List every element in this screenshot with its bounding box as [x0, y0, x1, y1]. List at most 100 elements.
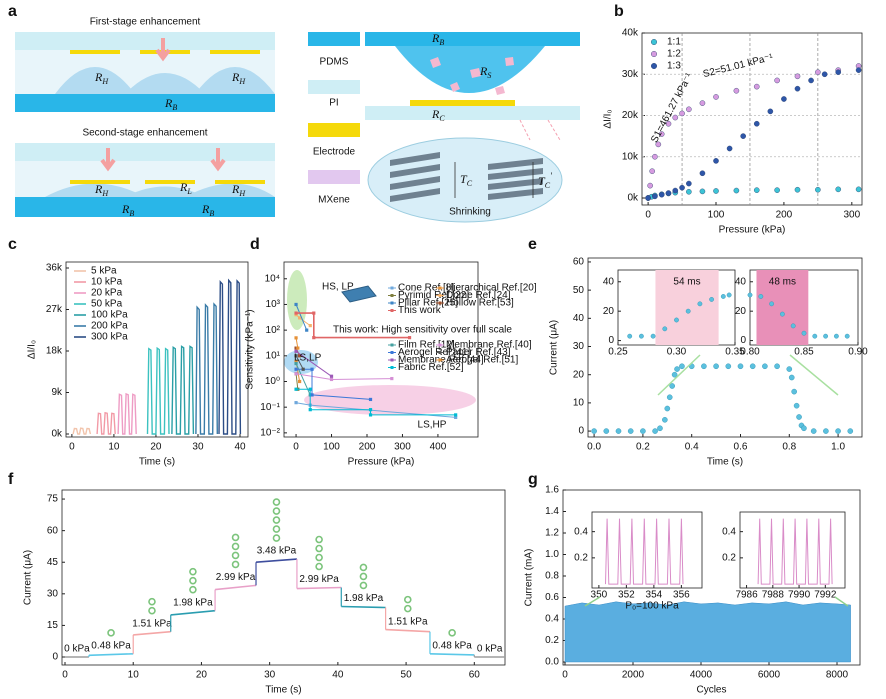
contact-detail: [365, 32, 580, 223]
y-tick-label: 30: [573, 341, 585, 352]
x-tick-label: 300: [843, 210, 860, 221]
vertex-marker: [305, 328, 309, 332]
stage-one: [15, 32, 275, 112]
point: [815, 186, 821, 193]
legend-label: 300 kPa: [91, 332, 128, 343]
series-line: [171, 345, 195, 435]
y-tick-label: 0.2: [574, 553, 588, 564]
point: [699, 170, 706, 177]
vertex-marker: [294, 302, 298, 307]
point: [645, 195, 651, 201]
legend-label: Aerogel Ref.[41]: [398, 347, 470, 358]
point: [669, 383, 675, 389]
material-legend: [308, 32, 360, 184]
vertex-marker: [294, 361, 298, 366]
step-segment: [385, 628, 431, 633]
subscript: C: [545, 181, 551, 190]
subscript: B: [129, 209, 134, 218]
vertex-marker: [368, 408, 373, 412]
point: [737, 363, 744, 370]
finger-icon: [272, 534, 281, 542]
y-tick-label: 0: [578, 426, 584, 437]
series-line: [295, 337, 299, 349]
x-tick-label: 0.25: [608, 347, 628, 358]
x-tick-label: 0.6: [734, 442, 748, 453]
vertex-marker: [310, 367, 314, 371]
point: [657, 425, 663, 432]
series-line: [295, 304, 308, 331]
finger-icon: [403, 595, 412, 604]
legend-label: Electrode: [313, 147, 356, 158]
x-tick-label: 0: [62, 670, 68, 681]
annotation: P₀=100 kPa: [625, 601, 679, 612]
legend-label: 5 kPa: [91, 266, 117, 277]
y-tick-label: 1.4: [545, 506, 559, 517]
legend-label: Cone Ref.[8]: [398, 283, 454, 294]
legend-label: Pillar Ref.[25]: [398, 298, 458, 309]
point: [780, 311, 785, 317]
x-tick-label: 20: [196, 670, 208, 681]
x-tick-label: 352: [618, 590, 635, 601]
finger-icon: [231, 542, 240, 551]
legend-label: 1:2: [667, 49, 681, 60]
diagram-art: [15, 32, 580, 223]
subscript: H: [238, 189, 246, 198]
vertex-marker: [298, 379, 302, 384]
point: [672, 114, 679, 121]
legend-label: PI: [329, 98, 338, 109]
caption: Shrinking: [449, 207, 491, 218]
resistor-label: RH: [231, 70, 246, 87]
step-segment: [341, 605, 386, 609]
legend-marker: [390, 343, 394, 347]
point: [591, 428, 597, 434]
plot-frame: [739, 511, 846, 589]
vertex-marker: [294, 359, 298, 364]
point: [753, 187, 760, 193]
point: [790, 323, 796, 329]
annotation: LS,HP: [418, 420, 447, 431]
step-segment: [255, 558, 297, 563]
point: [788, 374, 795, 381]
y-tick-label: 20: [735, 306, 747, 317]
point: [749, 363, 756, 370]
segment-label: 0 kPa: [64, 644, 90, 655]
segment-label: 2.99 kPa: [299, 574, 339, 585]
y-tick-label: 0.4: [722, 526, 736, 537]
legend-marker: [438, 358, 442, 362]
vertex-marker: [310, 393, 314, 397]
area: [564, 601, 851, 663]
series-line: [296, 373, 392, 381]
y-tick-label: 20: [573, 369, 585, 380]
symbol: R: [479, 64, 488, 78]
x-tick-label: 50: [401, 670, 413, 681]
symbol: R: [179, 180, 188, 194]
legend-marker: [390, 286, 394, 290]
x-tick-label: 20: [150, 442, 162, 453]
y-tick-label: 60: [47, 525, 59, 536]
finger-icon: [448, 629, 456, 637]
x-tick-label: 200: [776, 210, 793, 221]
legend-marker: [438, 294, 442, 297]
x-tick-label: 6000: [758, 670, 781, 681]
x-tick-label: 10: [108, 442, 120, 453]
legend-marker: [390, 301, 394, 305]
y-tick-label: 0.8: [545, 571, 559, 582]
point: [665, 190, 672, 196]
x-tick-label: 400: [430, 442, 447, 453]
x-axis-label: Pressure (kPa): [348, 457, 415, 468]
symbol: R: [164, 96, 173, 110]
subscript: H: [238, 77, 246, 86]
symbol: T: [460, 172, 468, 186]
legend-marker: [438, 343, 442, 347]
x-tick-label: 0.90: [848, 347, 868, 358]
point: [791, 388, 797, 395]
segment-label: 1.51 kPa: [388, 616, 428, 627]
legend-label: Pyrimid Ref.[22]: [398, 290, 469, 301]
point: [655, 141, 662, 148]
legend-label: This work: [398, 305, 442, 316]
y-tick-label: 10³: [266, 299, 281, 310]
point: [762, 363, 768, 370]
point: [812, 333, 818, 339]
y-tick-label: 40k: [622, 28, 639, 39]
